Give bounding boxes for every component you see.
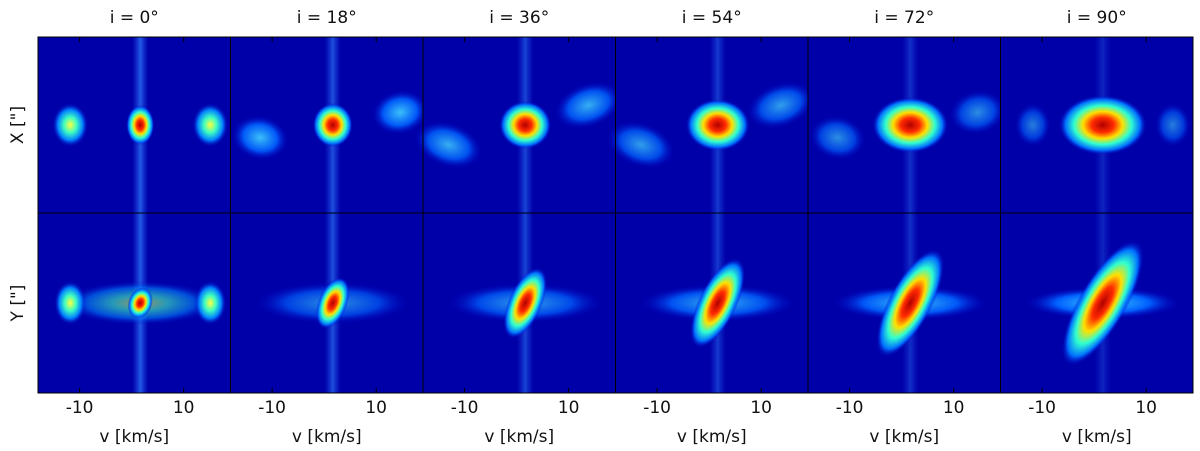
panel <box>37 36 231 214</box>
x-tick-label: 10 <box>1135 398 1157 418</box>
panel-title: i = 0° <box>110 8 159 28</box>
emission-blob <box>1061 240 1144 366</box>
x-axis-label: v [km/s] <box>677 427 747 447</box>
panel <box>807 36 1006 214</box>
panel <box>807 212 1001 394</box>
emission-blob <box>127 287 153 319</box>
x-tick-label: -10 <box>836 398 864 418</box>
emission-blob <box>606 121 675 169</box>
emission-blob <box>746 81 815 129</box>
panels: i = 0°-10 10v [km/s]i = 18°-10 10v [km/s]i… <box>8 8 1194 447</box>
emission-blob <box>54 281 87 325</box>
emission-blob <box>312 103 353 147</box>
emission-blob <box>503 267 548 339</box>
x-axis-label: v [km/s] <box>1062 427 1132 447</box>
x-tick-label: -10 <box>451 398 479 418</box>
panel-title: i = 36° <box>489 8 549 28</box>
emission-blob <box>554 81 623 129</box>
x-tick-label: 10 <box>943 398 965 418</box>
emission-blob <box>231 115 289 160</box>
panel-title: i = 18° <box>297 8 357 28</box>
emission-blob <box>499 101 552 149</box>
emission-blob <box>194 281 227 325</box>
emission-blob <box>414 121 483 169</box>
x-tick-label: -10 <box>643 398 671 418</box>
x-axis-label: v [km/s] <box>484 427 554 447</box>
x-axis-label: v [km/s] <box>99 427 169 447</box>
x-tick-label: -10 <box>1028 398 1056 418</box>
x-tick-label: 10 <box>173 398 195 418</box>
emission-blob <box>872 97 949 153</box>
emission-blob <box>876 249 945 357</box>
panel <box>414 36 623 214</box>
emission-blob <box>52 103 89 147</box>
x-axis-label: v [km/s] <box>869 427 939 447</box>
emission-blob <box>949 90 1006 135</box>
panel-title: i = 90° <box>1067 8 1127 28</box>
emission-blob <box>1058 95 1147 155</box>
panel-title: i = 72° <box>874 8 934 28</box>
panel <box>606 36 815 214</box>
emission-blob <box>690 258 746 348</box>
x-tick-label: -10 <box>66 398 94 418</box>
y-axis-label: Y ["] <box>8 285 28 323</box>
emission-blob <box>1154 103 1191 147</box>
y-axis-label: X ["] <box>8 106 28 144</box>
emission-blob <box>371 90 429 135</box>
x-tick-label: -10 <box>258 398 286 418</box>
panel-title: i = 54° <box>682 8 742 28</box>
panel-frame <box>1000 212 1194 394</box>
emission-blob <box>126 105 155 145</box>
panel <box>1000 212 1194 394</box>
panel <box>37 212 231 394</box>
panel <box>1000 36 1194 214</box>
panel <box>422 212 616 394</box>
emission-blob <box>685 99 750 151</box>
x-tick-label: 10 <box>365 398 387 418</box>
emission-blob <box>192 103 229 147</box>
panel <box>230 212 424 394</box>
panel <box>615 212 809 394</box>
panel <box>230 36 429 214</box>
x-tick-label: 10 <box>750 398 772 418</box>
x-tick-label: 10 <box>558 398 580 418</box>
x-axis-label: v [km/s] <box>292 427 362 447</box>
emission-blob <box>809 115 866 160</box>
emission-blob <box>1014 103 1051 147</box>
emission-blob <box>316 277 350 329</box>
